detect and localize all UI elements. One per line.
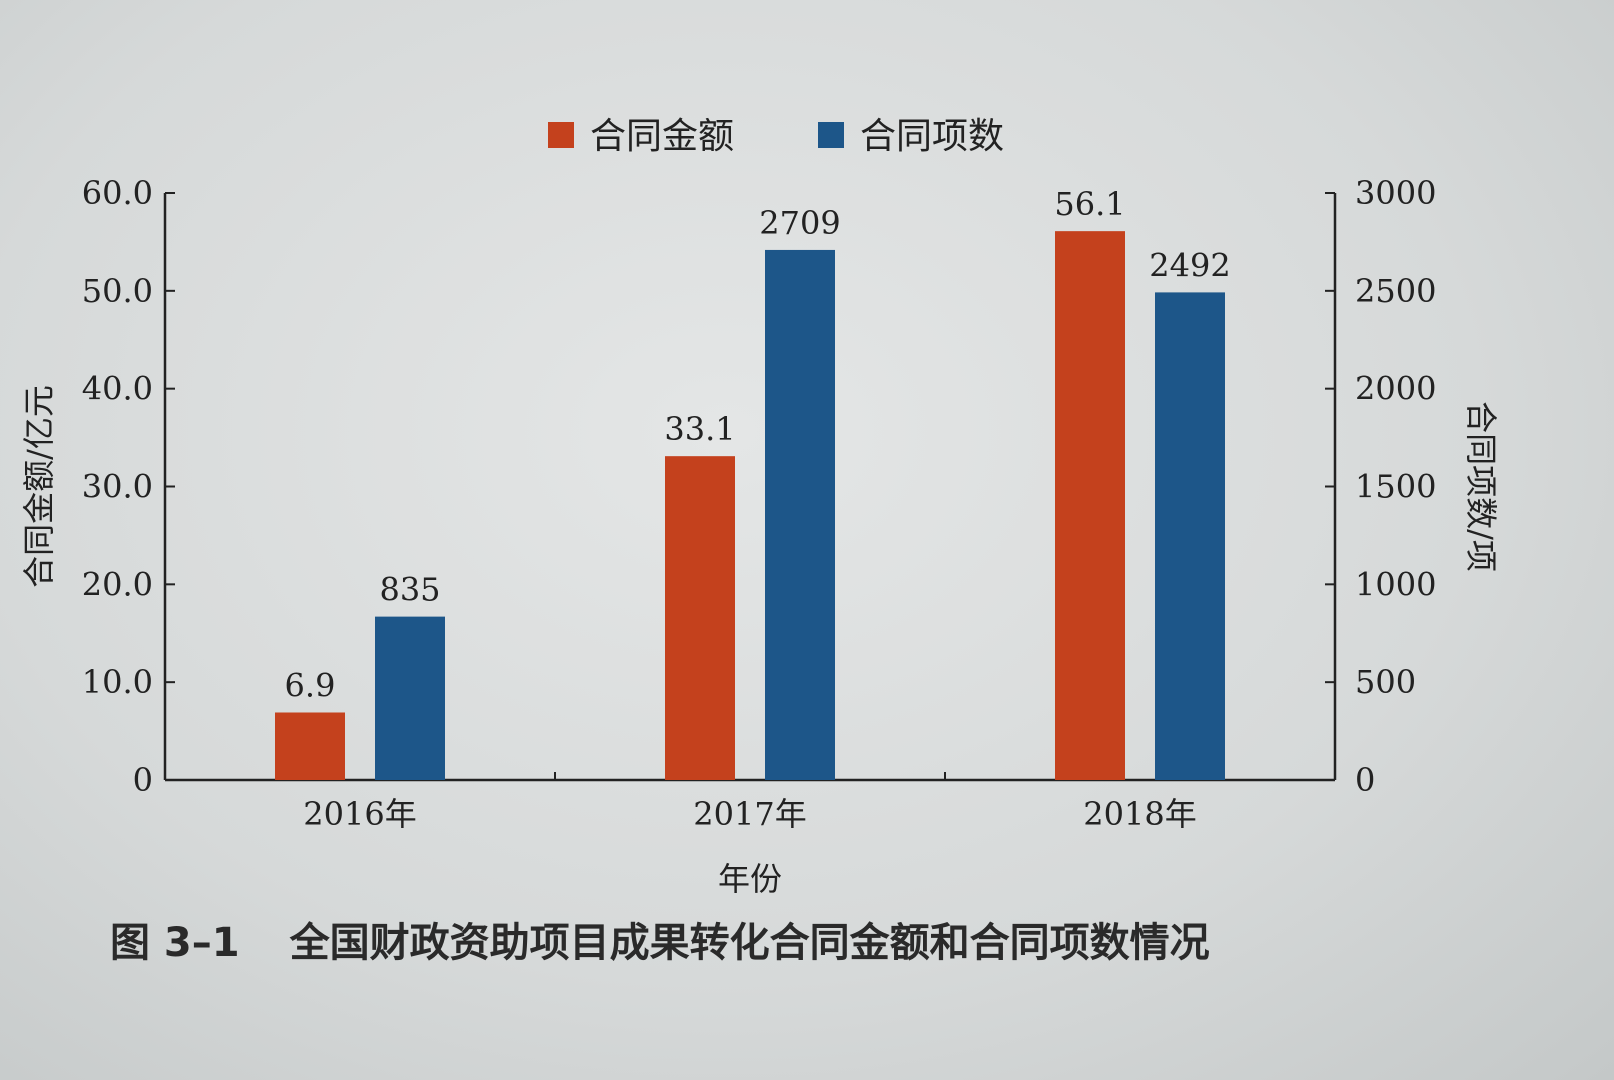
left-tick-label: 0: [133, 761, 153, 799]
legend-label: 合同金额: [590, 116, 734, 157]
right-tick-label: 2500: [1355, 272, 1436, 310]
figure-title: 全国财政资助项目成果转化合同金额和合同项数情况: [289, 920, 1210, 966]
bar-合同金额-2016年: [275, 712, 345, 780]
legend-label: 合同项数: [860, 116, 1004, 157]
right-tick-label: 1000: [1355, 565, 1436, 603]
left-axis-label: 合同金额/亿元: [20, 385, 58, 588]
bar-合同金额-2017年: [665, 456, 735, 780]
bar-合同项数-2017年: [765, 249, 835, 781]
figure-number: 图 3–1: [110, 920, 240, 966]
right-tick-label: 2000: [1355, 370, 1436, 408]
bar-合同项数-2016年: [375, 616, 445, 780]
left-tick-label: 10.0: [82, 663, 153, 701]
legend-swatch: [818, 122, 844, 148]
data-label: 6.9: [285, 666, 336, 704]
right-tick-label: 3000: [1355, 174, 1436, 212]
x-tick-label: 2018年: [1083, 795, 1196, 833]
right-tick-label: 0: [1355, 761, 1375, 799]
data-label: 33.1: [664, 410, 735, 448]
x-axis-label: 年份: [718, 860, 782, 898]
data-label: 2709: [759, 204, 840, 242]
left-tick-label: 40.0: [82, 370, 153, 408]
data-label: 2492: [1149, 246, 1230, 284]
data-label: 56.1: [1054, 185, 1125, 223]
right-tick-label: 500: [1355, 663, 1416, 701]
x-tick-label: 2016年: [303, 795, 416, 833]
bar-合同项数-2018年: [1155, 292, 1225, 780]
legend-swatch: [548, 122, 574, 148]
data-label: 835: [379, 571, 440, 609]
bar-合同金额-2018年: [1055, 231, 1125, 780]
left-tick-label: 30.0: [82, 468, 153, 506]
right-tick-label: 1500: [1355, 468, 1436, 506]
left-tick-label: 60.0: [82, 174, 153, 212]
right-axis-label: 合同项数/项: [1462, 401, 1500, 572]
x-tick-label: 2017年: [693, 795, 806, 833]
figure-caption: 图 3–1 全国财政资助项目成果转化合同金额和合同项数情况: [110, 910, 1210, 968]
left-tick-label: 50.0: [82, 272, 153, 310]
left-tick-label: 20.0: [82, 565, 153, 603]
